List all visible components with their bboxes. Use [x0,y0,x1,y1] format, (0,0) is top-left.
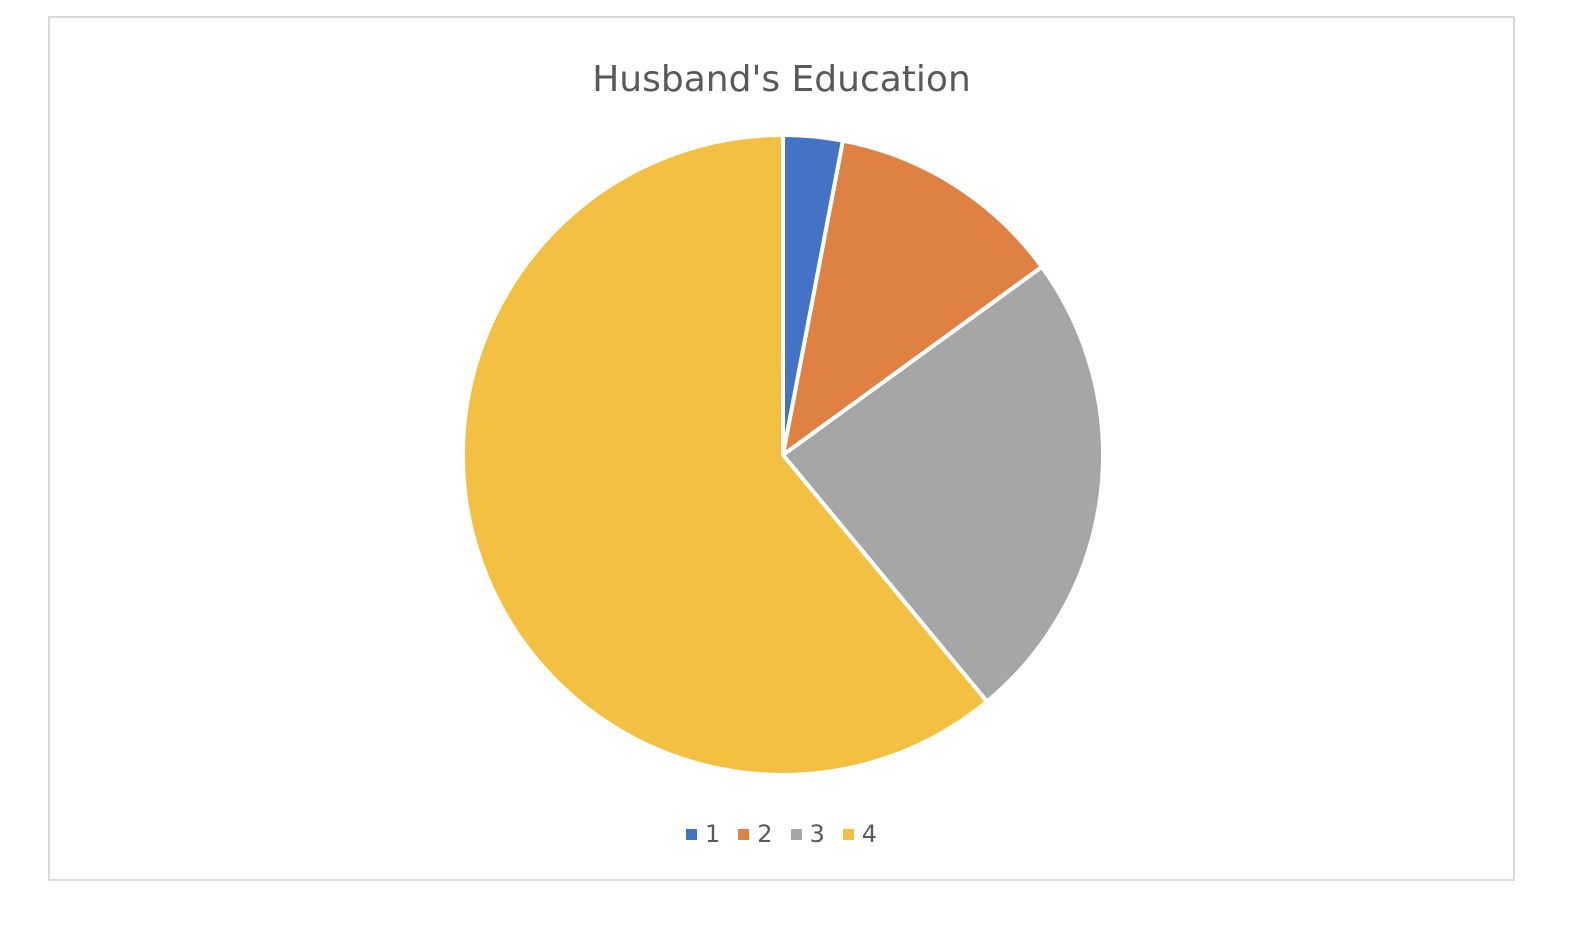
chart-title: Husband's Education [592,59,971,100]
legend-label-4: 4 [861,820,878,848]
legend-swatch-4 [842,828,854,840]
pie-slice-2 [781,138,1044,457]
legend-label-3: 3 [809,820,825,848]
chart-area: Husband's Education 1 2 3 4 [48,16,1515,881]
legend-item-2: 2 [738,820,773,848]
pie-slice-3 [781,264,1105,704]
legend-item-3: 3 [790,820,825,848]
legend-swatch-2 [738,828,750,840]
chart-legend: 1 2 3 4 [50,822,1513,846]
legend-item-4: 4 [842,820,878,848]
legend-label-1: 1 [704,820,721,848]
legend-item-1: 1 [685,820,721,848]
pie-slice-4 [460,133,989,777]
legend-swatch-3 [790,828,802,840]
legend-swatch-1 [685,828,697,840]
pie-chart [460,133,1105,777]
legend-label-2: 2 [757,820,773,848]
